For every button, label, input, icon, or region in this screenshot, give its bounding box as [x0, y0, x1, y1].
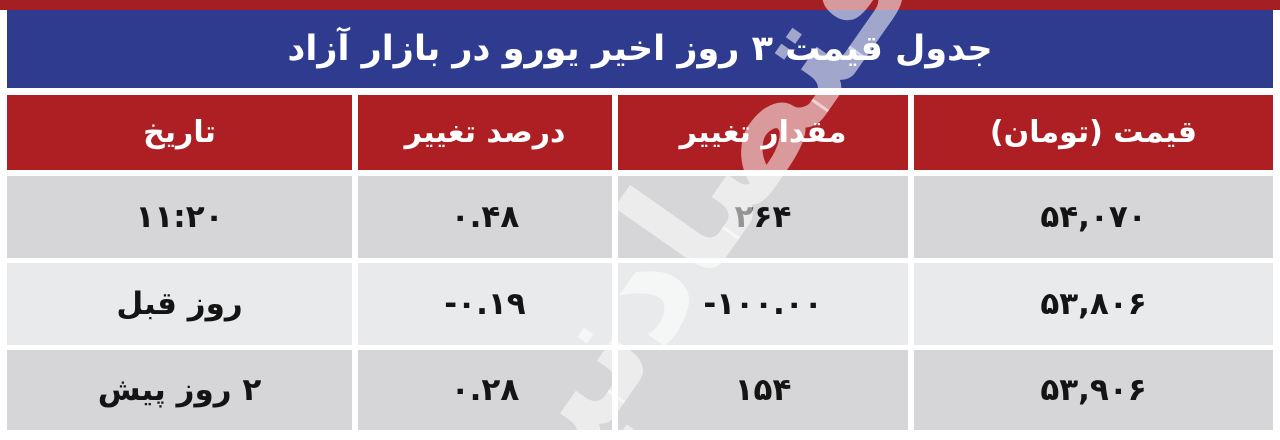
- date-value: ۲ روز پیش: [97, 372, 262, 408]
- top-red-strip: [0, 0, 1280, 10]
- table-row: ۱۱:۲۰ ۰.۴۸ ۲۶۴ ۵۴,۰۷۰: [7, 176, 1273, 258]
- cell-date: ۲ روز پیش: [7, 350, 352, 430]
- amount-change-value: ۱۵۴: [734, 372, 792, 408]
- price-table: تاریخ درصد تغییر مقدار تغییر قیمت (تومان…: [7, 95, 1273, 435]
- percent-change-value: -۰.۱۹: [444, 286, 526, 322]
- cell-percent-change: -۰.۱۹: [358, 263, 612, 345]
- header-cell-price-toman: قیمت (تومان): [914, 95, 1273, 170]
- cell-percent-change: ۰.۴۸: [358, 176, 612, 258]
- table-header-row: تاریخ درصد تغییر مقدار تغییر قیمت (تومان…: [7, 95, 1273, 170]
- title-bar: جدول قیمت ۳ روز اخیر یورو در بازار آزاد: [7, 10, 1273, 88]
- percent-change-value: ۰.۲۸: [450, 372, 520, 408]
- table-row: ۲ روز پیش ۰.۲۸ ۱۵۴ ۵۳,۹۰۶: [7, 350, 1273, 430]
- cell-amount-change: ۲۶۴: [618, 176, 908, 258]
- cell-price-toman: ۵۳,۹۰۶: [914, 350, 1273, 430]
- header-cell-amount-change: مقدار تغییر: [618, 95, 908, 170]
- cell-date: روز قبل: [7, 263, 352, 345]
- cell-amount-change: -۱۰۰.۰۰: [618, 263, 908, 345]
- amount-change-value: ۲۶۴: [734, 199, 792, 235]
- cell-date: ۱۱:۲۰: [7, 176, 352, 258]
- cell-percent-change: ۰.۲۸: [358, 350, 612, 430]
- table-row: روز قبل -۰.۱۹ -۱۰۰.۰۰ ۵۳,۸۰۶: [7, 263, 1273, 345]
- amount-change-value: -۱۰۰.۰۰: [703, 286, 823, 322]
- header-cell-date: تاریخ: [7, 95, 352, 170]
- price-value: ۵۳,۹۰۶: [1040, 372, 1147, 408]
- cell-amount-change: ۱۵۴: [618, 350, 908, 430]
- percent-change-value: ۰.۴۸: [450, 199, 520, 235]
- date-value: ۱۱:۲۰: [135, 199, 224, 235]
- header-cell-percent-change: درصد تغییر: [358, 95, 612, 170]
- price-value: ۵۴,۰۷۰: [1040, 199, 1147, 235]
- date-value: روز قبل: [116, 286, 243, 322]
- page-title: جدول قیمت ۳ روز اخیر یورو در بازار آزاد: [287, 29, 993, 69]
- cell-price-toman: ۵۴,۰۷۰: [914, 176, 1273, 258]
- cell-price-toman: ۵۳,۸۰۶: [914, 263, 1273, 345]
- price-value: ۵۳,۸۰۶: [1040, 286, 1147, 322]
